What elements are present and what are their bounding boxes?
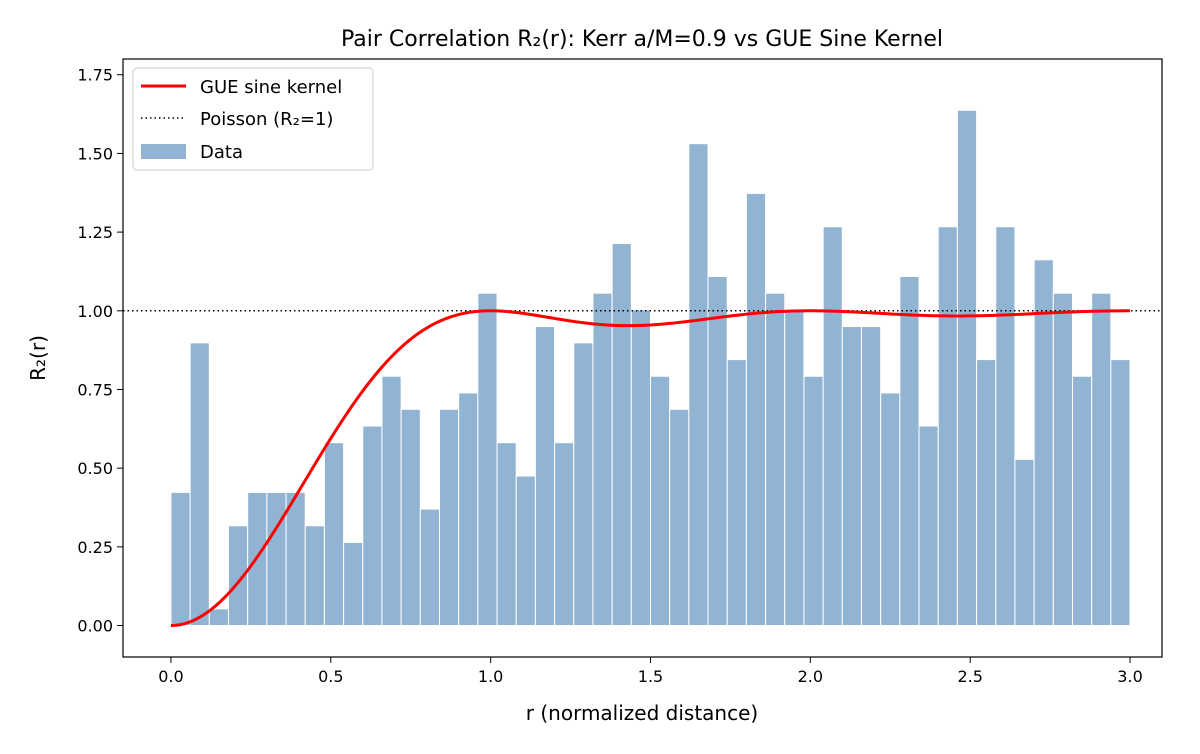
histogram-bar bbox=[956, 109, 978, 627]
histogram-bar bbox=[170, 491, 191, 627]
y-tick-label: 0.00 bbox=[77, 617, 113, 636]
histogram-bar bbox=[554, 442, 575, 627]
histogram-bar bbox=[765, 292, 786, 627]
legend-poisson-label: Poisson (R₂=1) bbox=[200, 109, 333, 130]
histogram-bar bbox=[1052, 292, 1073, 627]
histogram-bar bbox=[515, 475, 536, 627]
histogram-bar bbox=[669, 408, 690, 627]
y-tick-label: 1.00 bbox=[77, 302, 113, 321]
y-axis-ticks: 0.00 0.25 0.50 0.75 1.00 1.25 1.50 1.75 bbox=[77, 66, 123, 636]
histogram-bar bbox=[362, 425, 383, 627]
histogram-bar bbox=[381, 375, 402, 627]
y-tick-label: 0.25 bbox=[77, 538, 113, 557]
legend-data-swatch bbox=[141, 144, 186, 159]
histogram-bar bbox=[726, 359, 747, 627]
x-tick-label: 1.0 bbox=[478, 667, 503, 686]
histogram-bar bbox=[745, 192, 767, 627]
gue-sine-kernel-line bbox=[170, 309, 1131, 628]
histogram-bar bbox=[477, 292, 498, 627]
histogram-bar bbox=[649, 375, 671, 627]
histogram-bar bbox=[860, 326, 882, 627]
histogram-bar bbox=[496, 442, 517, 627]
plot-frame bbox=[122, 58, 1163, 658]
chart-title: Pair Correlation R₂(r): Kerr a/M=0.9 vs … bbox=[341, 27, 943, 52]
histogram-bar bbox=[707, 275, 728, 627]
histogram-bar bbox=[323, 442, 345, 627]
histogram-bar bbox=[189, 342, 210, 627]
histogram-bar bbox=[841, 326, 862, 627]
histogram-bar bbox=[1110, 359, 1131, 627]
histogram-bar bbox=[822, 226, 843, 627]
y-tick-label: 0.75 bbox=[77, 380, 113, 399]
x-axis-label: r (normalized distance) bbox=[526, 701, 758, 725]
x-axis-ticks: 0.0 0.5 1.0 1.5 2.0 2.5 3.0 bbox=[158, 657, 1143, 686]
histogram-bar bbox=[803, 375, 824, 627]
legend-box bbox=[132, 67, 374, 171]
legend-gue-label: GUE sine kernel bbox=[200, 77, 342, 98]
histogram-bar bbox=[937, 226, 958, 627]
x-tick-label: 2.5 bbox=[957, 667, 982, 686]
histogram-bar bbox=[880, 392, 901, 627]
histogram-bar bbox=[995, 226, 1016, 627]
histogram-bar bbox=[592, 292, 613, 627]
histogram-bar bbox=[899, 275, 920, 627]
legend: GUE sine kernel Poisson (R₂=1) Data bbox=[132, 67, 374, 171]
histogram-bar bbox=[1071, 375, 1093, 627]
histogram-bar bbox=[573, 342, 594, 627]
x-tick-label: 0.0 bbox=[158, 667, 183, 686]
histogram-bar bbox=[458, 392, 479, 627]
histogram-bar bbox=[343, 541, 364, 627]
histogram-bar bbox=[419, 508, 440, 627]
histogram-bar bbox=[208, 608, 229, 627]
histogram-bar bbox=[534, 326, 556, 627]
histogram-bar bbox=[285, 491, 306, 627]
histogram-bar bbox=[630, 309, 651, 627]
y-tick-label: 0.50 bbox=[77, 459, 113, 478]
y-tick-label: 1.50 bbox=[77, 144, 113, 163]
histogram-bar bbox=[1091, 292, 1112, 627]
histogram-bar bbox=[784, 309, 805, 627]
histogram-bar bbox=[918, 425, 939, 627]
histogram-bar bbox=[400, 408, 421, 627]
histogram-bar bbox=[611, 242, 632, 627]
histogram-bars bbox=[170, 109, 1131, 627]
legend-data-label: Data bbox=[200, 142, 243, 163]
x-tick-label: 1.5 bbox=[638, 667, 663, 686]
y-axis-label: R₂(r) bbox=[26, 335, 50, 381]
x-tick-label: 2.0 bbox=[798, 667, 823, 686]
y-tick-label: 1.75 bbox=[77, 66, 113, 85]
histogram-bar bbox=[1014, 458, 1035, 627]
histogram-bar bbox=[266, 491, 287, 627]
y-tick-label: 1.25 bbox=[77, 223, 113, 242]
x-tick-label: 3.0 bbox=[1117, 667, 1142, 686]
histogram-bar bbox=[438, 408, 460, 627]
x-tick-label: 0.5 bbox=[318, 667, 343, 686]
histogram-bar bbox=[304, 525, 325, 627]
histogram-bar bbox=[976, 359, 997, 627]
histogram-bar bbox=[688, 143, 709, 627]
